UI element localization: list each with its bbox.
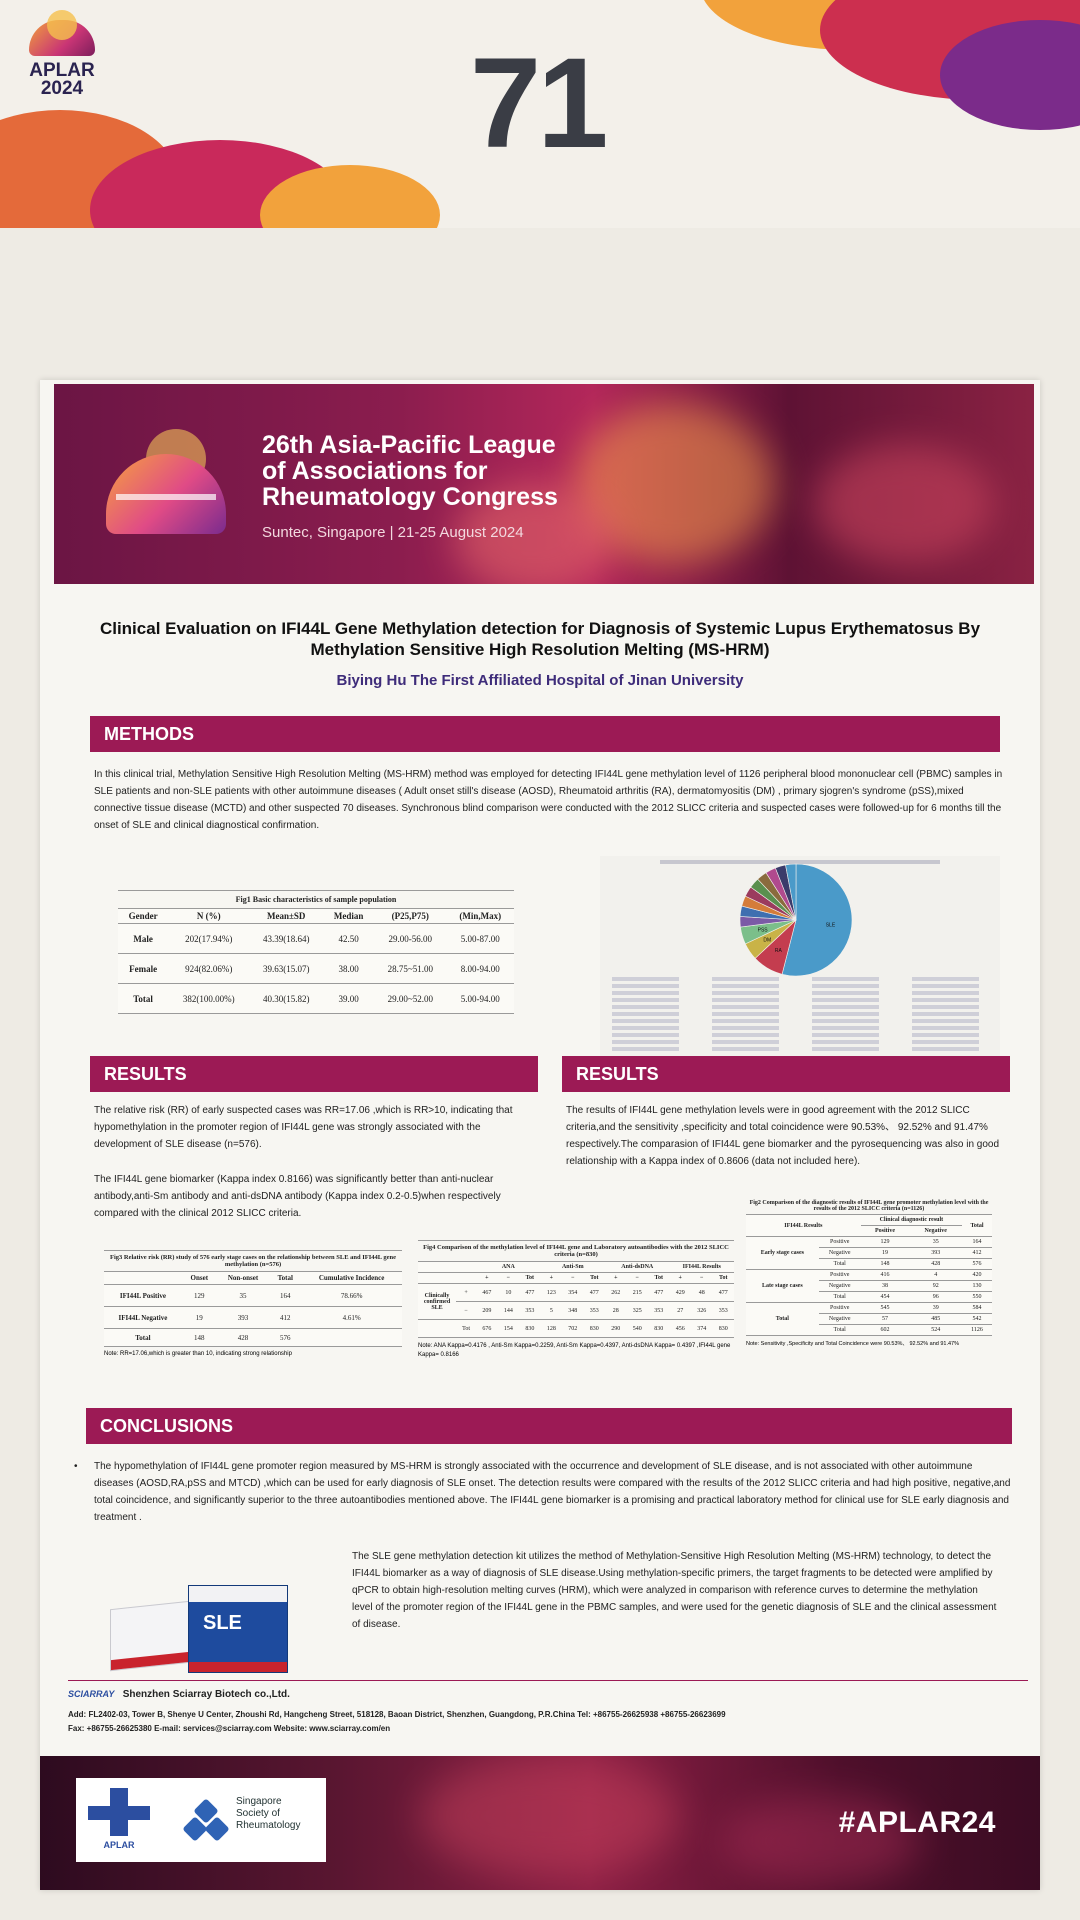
methods-heading: METHODS (90, 716, 1000, 752)
fig2-table-block: Fig2 Comparison of the diagnostic result… (746, 1198, 992, 1347)
table-row: Negative 19 393 412 (746, 1247, 992, 1259)
table-header-row: Gender N (%) Mean±SD Median (P25,P75) (Min,Ma… (118, 908, 514, 924)
table-row: Early stage cases Positive 129 35 164 (746, 1236, 992, 1270)
fig3-note: Note: RR=17.06,which is greater than 10,… (104, 1351, 292, 1357)
table-row: Male 202(17.94%) 43.39(18.64) 42.50 29.00-56… (118, 923, 514, 954)
kit-label: SLE (203, 1612, 242, 1634)
results-heading-left: RESULTS (90, 1056, 538, 1092)
col-header: Mean±SD (249, 908, 324, 924)
ssr-logo-icon (182, 1798, 230, 1844)
fig2-caption: Fig2 Comparison of the diagnostic result… (749, 1200, 989, 1212)
table-row: Total 602 524 1126 (746, 1324, 992, 1336)
pie-slice (785, 863, 797, 921)
company-contact: Fax: +86755-26625380 E-mail: services@sc… (68, 1724, 391, 1733)
congress-title: 26th Asia-Pacific League of Associations… (262, 431, 558, 511)
poster-title: Clinical Evaluation on IFI44L Gene Methy… (99, 619, 981, 659)
fig3-table: Onset Non-onset Total Cumulative Incidence … (104, 1271, 402, 1347)
fig2-table: IFI44L Results Clinical diagnostic resul… (746, 1214, 992, 1336)
table-header-row: IFI44L Results Clinical diagnostic resul… (746, 1214, 992, 1237)
col-header: Median (323, 908, 375, 924)
conclusions-heading: CONCLUSIONS (86, 1408, 1012, 1444)
poster-footer: APLAR Singapore Society of Rheumatology … (40, 1756, 1040, 1890)
fig2-note: Note: Sensitivity ,Specificity and Total… (746, 1341, 959, 1347)
table-row: Total Positive 545 39 584 (746, 1302, 992, 1336)
congress-subtitle: Suntec, Singapore | 21-25 August 2024 (262, 524, 524, 541)
pie-chart-svg: SLE RA DM PSS (739, 863, 853, 977)
congress-logo (96, 424, 256, 544)
kit-description: The SLE gene methylation detection kit u… (352, 1551, 997, 1630)
sciarray-logo: SCIARRAY (68, 1689, 115, 1699)
results-left-p1: The relative risk (RR) of early suspecte… (94, 1105, 513, 1150)
company-address: Add: FL2402-03, Tower B, Shenye U Center… (68, 1710, 726, 1719)
fig1-caption: Fig1 Basic characteristics of sample pop… (118, 890, 514, 908)
board-number: 71 (470, 32, 608, 175)
pie-slice-label: RA (775, 948, 783, 954)
table-row: −209 144 353 5 348 353 28 325 353 27 326 353 (418, 1301, 734, 1320)
table-row: Total 382(100.00%) 40.30(15.82) 39.00 29.00~… (118, 983, 514, 1014)
fig4-table: ANA Anti-Sm Anti-dsDNA IFI44L Results + −… (418, 1261, 734, 1338)
table-row: Tot 676 154 830 128 702 830 290 540 830 456 374 830 (418, 1319, 734, 1338)
bullet-mark: • (74, 1461, 78, 1472)
company-info: SCIARRAY Shenzhen Sciarray Biotech co.,L… (68, 1680, 1028, 1736)
pie-legend (600, 974, 1000, 1070)
table-row: Late stage cases Positive 416 4 420 (746, 1269, 992, 1303)
table-row: IFI44L Positive 129 35 164 78.66% (104, 1284, 402, 1307)
results-right-p1: The results of IFI44L gene methylation l… (566, 1105, 1000, 1167)
fig3-caption: Fig3 Relative risk (RR) study of 576 ear… (104, 1250, 402, 1271)
fig4-table-block: Fig4 Comparison of the methylation level… (418, 1240, 734, 1360)
pie-slice-label: PSS (758, 928, 769, 934)
poster-authors: Biying Hu The First Affiliated Hospital … (336, 672, 744, 689)
aplar-logo: APLAR (88, 1788, 150, 1852)
methods-text: In this clinical trial, Methylation Sens… (94, 769, 1003, 831)
pie-slice-label: SLE (826, 922, 836, 928)
table-row: IFI44L Negative 19 393 412 4.61% (104, 1306, 402, 1329)
table-row: Clinically confirmed SLE +467 10 477 123 354… (418, 1283, 734, 1320)
table-header-row: ANA Anti-Sm Anti-dsDNA IFI44L Results (418, 1261, 734, 1273)
pie-chart-title-line (660, 860, 940, 864)
fig3-table-block: Fig3 Relative risk (RR) study of 576 ear… (104, 1250, 402, 1357)
fig4-caption: Fig4 Comparison of the methylation level… (418, 1240, 734, 1261)
fig1-table: Gender N (%) Mean±SD Median (P25,P75) (Min,Ma… (118, 908, 514, 1014)
hashtag: #APLAR24 (838, 1806, 996, 1839)
ssr-logo-text: Singapore Society of Rheumatology (236, 1796, 301, 1831)
pie-slice-label: DM (763, 938, 771, 944)
results-heading-right: RESULTS (562, 1056, 1010, 1092)
sponsor-logos: APLAR Singapore Society of Rheumatology (76, 1778, 326, 1862)
col-header: N (%) (168, 908, 250, 924)
disease-pie-chart: SLE RA DM PSS (600, 856, 1000, 1070)
table-subheader-row: + − Tot + − Tot + − Tot + − Tot (418, 1272, 734, 1284)
col-header: Gender (118, 908, 169, 924)
table-row: Female 924(82.06%) 39.63(15.07) 38.00 28.75~… (118, 953, 514, 984)
company-name: Shenzhen Sciarray Biotech co.,Ltd. (122, 1689, 290, 1700)
sle-kit-image: SLE (110, 1575, 300, 1685)
col-header: (P25,P75) (374, 908, 447, 924)
board-header: APLAR 2024 71 (0, 0, 1080, 230)
conclusions-bullet: The hypomethylation of IFI44L gene promo… (94, 1461, 1011, 1523)
results-left-p2: The IFI44L gene biomarker (Kappa index 0… (94, 1174, 501, 1219)
table-header-row: Onset Non-onset Total Cumulative Incidence (104, 1271, 402, 1285)
table-row: Total 148 428 576 (746, 1258, 992, 1270)
congress-banner: 26th Asia-Pacific League of Associations… (54, 384, 1034, 584)
table-row: Negative 57 485 542 (746, 1313, 992, 1325)
poster: 26th Asia-Pacific League of Associations… (40, 380, 1040, 1890)
aplar-2024-logo: APLAR 2024 (14, 6, 110, 98)
pie-slice (781, 863, 853, 977)
table-row: Total 148 428 576 (104, 1328, 402, 1347)
fig4-note: Note: ANA Kappa=0.4176 , Anti-Sm Kappa=0… (418, 1343, 731, 1358)
fig1-table-block: Fig1 Basic characteristics of sample pop… (118, 890, 514, 1014)
aplar-logo-text: APLAR 2024 (29, 60, 95, 99)
col-header: (Min,Max) (446, 908, 514, 924)
